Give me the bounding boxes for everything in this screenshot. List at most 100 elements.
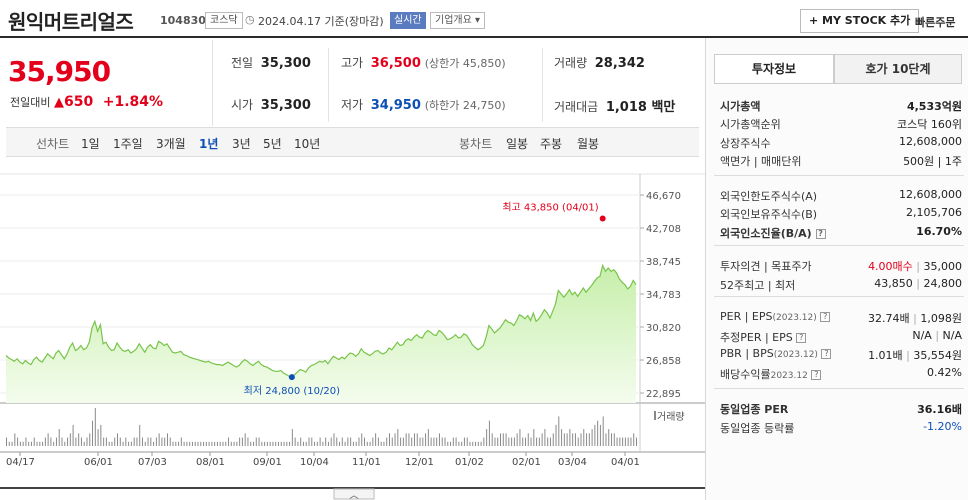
volume-bar	[574, 433, 576, 446]
volume-bar	[469, 441, 471, 446]
volume-bar	[422, 437, 424, 446]
volume-bar	[6, 437, 7, 446]
volume-bar	[208, 441, 210, 446]
info-label: PER | EPS(2023.12) ?	[720, 310, 831, 323]
volume-bar	[50, 437, 52, 446]
realtime-button[interactable]: 실시간	[390, 12, 426, 29]
collapse-button[interactable]: ︿	[333, 488, 375, 500]
help-icon[interactable]: ?	[815, 229, 826, 239]
volume-bar	[225, 441, 227, 446]
tab-investment-info[interactable]: 투자정보	[714, 54, 834, 84]
company-info-dropdown[interactable]: 기업개요 ▾	[430, 12, 486, 29]
volume-bar	[258, 437, 260, 446]
volume-bar	[622, 437, 624, 446]
volume-bar	[114, 437, 116, 446]
volume-bar	[408, 433, 410, 446]
x-tick-label: 11/01	[352, 457, 381, 468]
period-1y[interactable]: 1년	[199, 137, 219, 151]
company-info-label: 기업개요	[435, 15, 472, 26]
volume-bar	[416, 433, 418, 446]
volume-bar	[302, 441, 304, 446]
info-row: PBR | BPS(2023.12) ? 1.01배 | 35,554원	[720, 345, 962, 363]
tab-order-book[interactable]: 호가 10단계	[834, 54, 962, 84]
volume-bar	[58, 429, 60, 446]
up-triangle-icon: ▲	[53, 95, 64, 110]
volume-bar	[522, 437, 524, 446]
volume-bar	[105, 437, 107, 446]
price-chart[interactable]: 46,670 42,708 38,745 34,783 30,820 26,858 22,8…	[0, 158, 705, 500]
volume-bar	[266, 441, 268, 446]
info-value: 12,608,000	[899, 188, 962, 201]
volume-bar	[67, 437, 69, 446]
candle-monthly[interactable]: 월봉	[577, 137, 600, 151]
market-badge: 코스닥	[205, 12, 243, 29]
volume-bar	[194, 441, 196, 446]
info-label: 시가총액순위	[720, 118, 781, 131]
period-10y[interactable]: 10년	[294, 137, 321, 151]
volume-bar	[125, 437, 127, 446]
quick-order-link[interactable]: 빠른주문	[915, 16, 956, 29]
help-icon[interactable]: ?	[811, 370, 822, 380]
volume-bar	[117, 433, 119, 446]
volume-bar	[191, 441, 193, 446]
period-1d[interactable]: 1일	[81, 137, 100, 151]
help-icon[interactable]: ?	[821, 349, 832, 359]
open-price: 시가 35,300	[231, 98, 311, 113]
volume-bar	[289, 441, 291, 446]
info-value: 43,850 | 24,800	[874, 277, 962, 290]
volume-bar	[391, 437, 393, 446]
volume-bar	[491, 433, 493, 446]
volume-bar	[89, 433, 91, 446]
info-value: 4.00매수 | 35,000	[868, 260, 962, 273]
volume-bar	[186, 441, 188, 446]
period-3y[interactable]: 3년	[232, 137, 251, 151]
volume-bar	[547, 437, 549, 446]
stock-header: 원익머트리얼즈 104830 코스닥 ◷ 2024.04.17 기준(장마감) …	[0, 0, 968, 38]
volume-bar	[269, 441, 271, 446]
help-icon[interactable]: ?	[796, 333, 807, 343]
volume-bar	[608, 429, 610, 446]
volume-bar	[236, 441, 238, 446]
x-tick-label: 01/02	[455, 457, 484, 468]
volume-bar	[283, 441, 285, 446]
volume-bar	[508, 437, 510, 446]
volume-bar	[300, 437, 302, 446]
volume-bar	[402, 437, 404, 446]
volume-bar	[427, 429, 429, 446]
volume-bar	[272, 441, 274, 446]
volume-bar	[511, 437, 513, 446]
volume-bar	[452, 437, 454, 446]
chevron-up-icon: ︿	[349, 491, 358, 500]
x-tick-label: 07/03	[138, 457, 167, 468]
volume-bar	[297, 441, 299, 446]
volume-bar	[602, 416, 604, 446]
my-stock-add-button[interactable]: + MY STOCK 추가	[800, 9, 920, 33]
candle-daily[interactable]: 일봉	[506, 137, 529, 151]
volume-bar	[122, 441, 124, 446]
candle-weekly[interactable]: 주봉	[540, 137, 563, 151]
volume-bar	[447, 441, 449, 446]
period-1w[interactable]: 1주일	[113, 137, 143, 151]
volume-bar	[419, 437, 421, 446]
y-tick-label: 34,783	[646, 290, 681, 301]
volume-bar	[280, 441, 282, 446]
volume-bar	[561, 429, 563, 446]
info-row: 시가총액 4,533억원	[720, 96, 962, 114]
volume-bar	[380, 441, 382, 446]
info-row: 외국인소진율(B/A) ? 16.70%	[720, 223, 962, 241]
help-icon[interactable]: ?	[820, 312, 831, 322]
low-price: 저가 34,950 (하한가 24,750)	[341, 98, 506, 113]
period-3m[interactable]: 3개월	[156, 137, 186, 151]
volume-bar	[530, 437, 532, 446]
volume-bar	[497, 437, 499, 446]
volume-bar	[361, 433, 363, 446]
volume-bar	[205, 441, 207, 446]
volume-bar	[538, 437, 540, 446]
volume-bar	[8, 441, 10, 446]
volume-bar	[364, 437, 366, 446]
info-label: 외국인한도주식수(A)	[720, 190, 818, 203]
volume-bar	[577, 437, 579, 446]
info-row: 동일업종 PER 36.16배	[720, 399, 962, 417]
info-label: PBR | BPS(2023.12) ?	[720, 347, 832, 360]
period-5y[interactable]: 5년	[263, 137, 282, 151]
